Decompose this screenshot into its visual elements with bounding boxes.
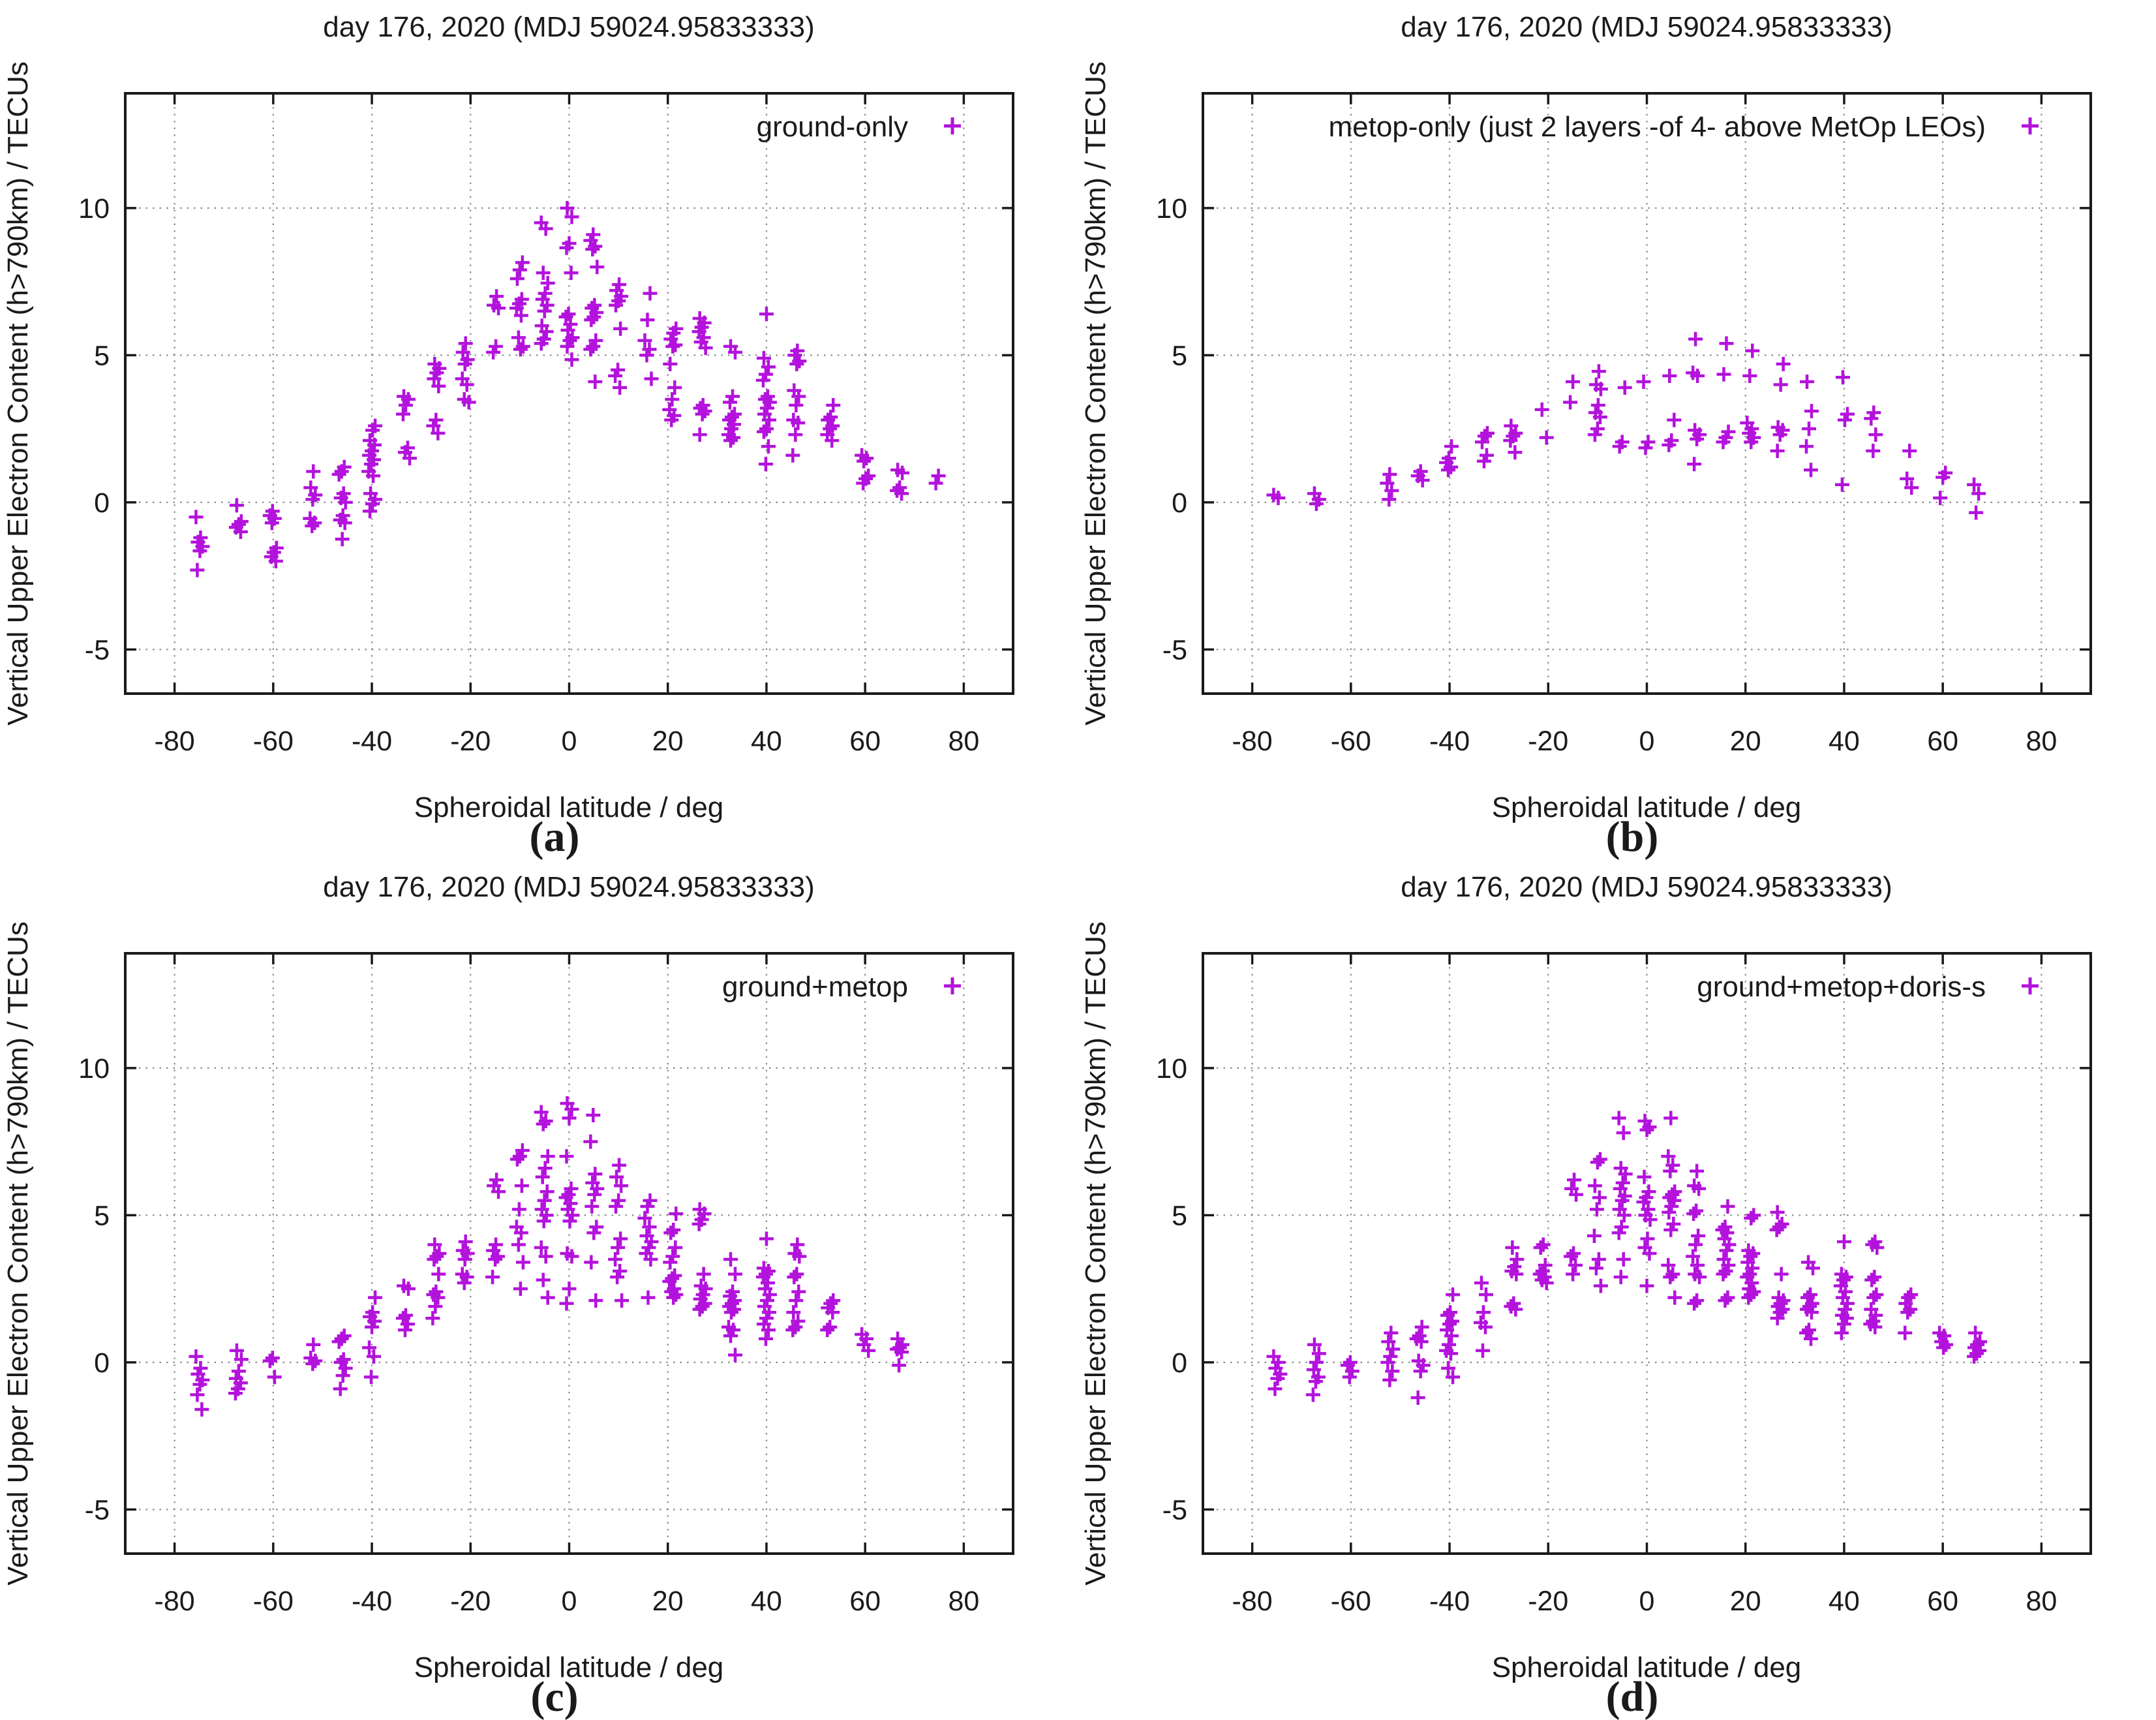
svg-text:5: 5 — [1172, 340, 1187, 371]
panel-letter: (b) — [1606, 813, 1659, 860]
chart-title: day 176, 2020 (MDJ 59024.95833333) — [323, 871, 814, 903]
panel-c: -80 -60 -40 -20 0 20 40 60 80 -5 0 5 10 day 176, 202… — [0, 860, 1078, 1720]
svg-text:-5: -5 — [1162, 634, 1187, 666]
y-axis-label: Vertical Upper Electron Content (h>790km… — [2, 61, 34, 726]
svg-text:10: 10 — [78, 1053, 110, 1084]
svg-text:0: 0 — [1639, 726, 1655, 757]
svg-text:0: 0 — [1172, 1347, 1187, 1379]
svg-text:5: 5 — [94, 340, 110, 371]
legend-marker-plus-icon — [2022, 977, 2039, 994]
svg-text:60: 60 — [849, 1586, 881, 1617]
svg-text:40: 40 — [751, 1586, 782, 1617]
svg-text:0: 0 — [1639, 1586, 1655, 1617]
x-axis-label: Spheroidal latitude / deg — [1492, 791, 1802, 823]
legend-label: metop-only (just 2 layers -of 4- above M… — [1328, 111, 1986, 143]
svg-text:-5: -5 — [85, 634, 110, 666]
legend-label: ground+metop+doris-s — [1697, 971, 1986, 1003]
svg-text:20: 20 — [652, 726, 684, 757]
svg-text:-5: -5 — [1162, 1494, 1187, 1526]
legend-marker-plus-icon — [2022, 117, 2039, 134]
svg-text:10: 10 — [1156, 1053, 1187, 1084]
chart-title: day 176, 2020 (MDJ 59024.95833333) — [1401, 11, 1892, 43]
svg-text:-40: -40 — [352, 726, 392, 757]
legend-label: ground-only — [757, 111, 908, 143]
svg-text:-80: -80 — [155, 1586, 195, 1617]
svg-text:80: 80 — [948, 1586, 979, 1617]
panel-letter: (a) — [530, 813, 580, 860]
svg-text:-20: -20 — [450, 726, 491, 757]
legend-marker-plus-icon — [944, 977, 961, 994]
svg-text:20: 20 — [652, 1586, 684, 1617]
svg-text:-20: -20 — [1528, 1586, 1568, 1617]
plot-svg-b: -80 -60 -40 -20 0 20 40 60 80 -5 0 5 10 day 176, 202… — [1080, 11, 2092, 860]
svg-text:60: 60 — [1927, 726, 1958, 757]
y-axis-label: Vertical Upper Electron Content (h>790km… — [1080, 61, 1112, 726]
x-axis-label: Spheroidal latitude / deg — [414, 1651, 724, 1683]
panel-b: -80 -60 -40 -20 0 20 40 60 80 -5 0 5 10 day 176, 202… — [1078, 0, 2155, 860]
svg-text:60: 60 — [849, 726, 881, 757]
svg-text:-80: -80 — [155, 726, 195, 757]
svg-text:20: 20 — [1730, 1586, 1761, 1617]
x-axis-label: Spheroidal latitude / deg — [1492, 1651, 1802, 1683]
svg-text:0: 0 — [562, 1586, 577, 1617]
svg-text:80: 80 — [2026, 726, 2057, 757]
svg-text:0: 0 — [94, 1347, 110, 1379]
svg-text:40: 40 — [751, 726, 782, 757]
svg-text:80: 80 — [2026, 1586, 2057, 1617]
svg-text:10: 10 — [1156, 193, 1187, 224]
chart-title: day 176, 2020 (MDJ 59024.95833333) — [323, 11, 814, 43]
legend-marker-plus-icon — [944, 117, 961, 134]
svg-text:-60: -60 — [1331, 726, 1371, 757]
svg-text:-60: -60 — [253, 1586, 294, 1617]
svg-text:0: 0 — [562, 726, 577, 757]
chart-title: day 176, 2020 (MDJ 59024.95833333) — [1401, 871, 1892, 903]
svg-text:5: 5 — [94, 1200, 110, 1231]
plot-svg-a: -80 -60 -40 -20 0 20 40 60 80 -5 0 5 10 day 176, 202… — [2, 11, 1014, 860]
svg-text:-60: -60 — [1331, 1586, 1371, 1617]
svg-text:0: 0 — [1172, 487, 1187, 519]
svg-text:40: 40 — [1829, 1586, 1860, 1617]
y-axis-label: Vertical Upper Electron Content (h>790km… — [2, 921, 34, 1586]
panel-a: -80 -60 -40 -20 0 20 40 60 80 -5 0 5 10 day 176, 202… — [0, 0, 1078, 860]
plot-svg-c: -80 -60 -40 -20 0 20 40 60 80 -5 0 5 10 day 176, 202… — [2, 871, 1014, 1720]
svg-text:60: 60 — [1927, 1586, 1958, 1617]
panel-d: -80 -60 -40 -20 0 20 40 60 80 -5 0 5 10 day 176, 202… — [1078, 860, 2155, 1720]
svg-text:-80: -80 — [1232, 726, 1273, 757]
svg-text:20: 20 — [1730, 726, 1761, 757]
svg-text:10: 10 — [78, 193, 110, 224]
svg-text:40: 40 — [1829, 726, 1860, 757]
legend-label: ground+metop — [722, 971, 908, 1003]
svg-text:-20: -20 — [1528, 726, 1568, 757]
panel-letter: (d) — [1606, 1673, 1659, 1720]
svg-text:-40: -40 — [352, 1586, 392, 1617]
x-axis-label: Spheroidal latitude / deg — [414, 791, 724, 823]
svg-text:-5: -5 — [85, 1494, 110, 1526]
panel-letter: (c) — [530, 1673, 578, 1720]
y-axis-label: Vertical Upper Electron Content (h>790km… — [1080, 921, 1112, 1586]
svg-text:-20: -20 — [450, 1586, 491, 1617]
svg-text:80: 80 — [948, 726, 979, 757]
svg-text:-80: -80 — [1232, 1586, 1273, 1617]
svg-text:5: 5 — [1172, 1200, 1187, 1231]
svg-text:-40: -40 — [1429, 726, 1470, 757]
svg-text:-60: -60 — [253, 726, 294, 757]
plot-svg-d: -80 -60 -40 -20 0 20 40 60 80 -5 0 5 10 day 176, 202… — [1080, 871, 2092, 1720]
svg-text:0: 0 — [94, 487, 110, 519]
svg-text:-40: -40 — [1429, 1586, 1470, 1617]
